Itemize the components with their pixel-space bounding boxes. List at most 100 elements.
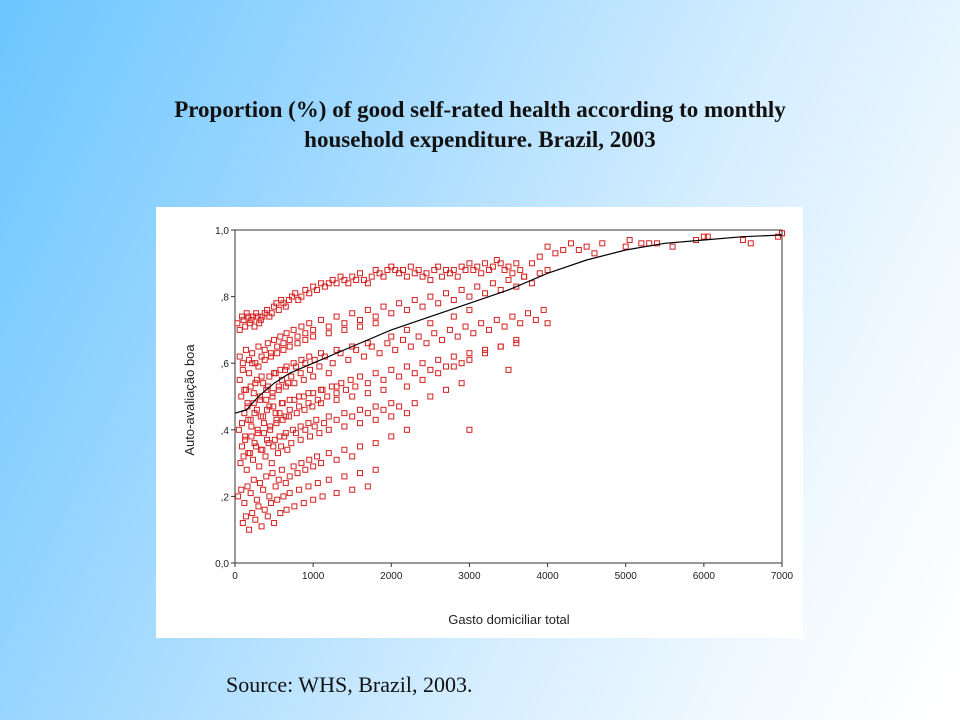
data-point (286, 396, 293, 403)
data-point (300, 376, 307, 383)
data-point (349, 273, 356, 280)
data-point (314, 396, 321, 403)
data-point (310, 373, 317, 380)
data-point (277, 333, 284, 340)
data-point (454, 333, 461, 340)
data-point (442, 266, 449, 273)
data-point (289, 426, 296, 433)
x-tick-label: 7000 (771, 571, 794, 582)
data-point (349, 310, 356, 317)
data-point (239, 443, 246, 450)
data-point (341, 473, 348, 480)
data-point (239, 520, 246, 527)
data-point (357, 270, 364, 277)
data-point (325, 450, 332, 457)
title-line-1: Proportion (%) of good self-rated health… (174, 97, 786, 122)
data-point (407, 343, 414, 350)
data-point (242, 323, 249, 330)
data-point (439, 336, 446, 343)
y-tick-label: ,2 (221, 492, 230, 503)
data-point (427, 366, 434, 373)
data-point (446, 270, 453, 277)
data-point (248, 316, 255, 323)
data-point (250, 476, 257, 483)
data-point (273, 416, 280, 423)
data-point (251, 323, 258, 330)
data-point (497, 343, 504, 350)
data-point (341, 320, 348, 327)
data-point (241, 386, 248, 393)
data-point (317, 460, 324, 467)
data-point (415, 333, 422, 340)
data-point (419, 376, 426, 383)
data-point (264, 513, 271, 520)
data-point (250, 390, 257, 397)
data-point (274, 343, 281, 350)
data-point (241, 500, 248, 507)
x-tick-label: 2000 (380, 571, 403, 582)
data-point (419, 360, 426, 367)
data-point (384, 340, 391, 347)
data-point (485, 266, 492, 273)
data-point (388, 413, 395, 420)
data-point (325, 330, 332, 337)
data-point (267, 423, 274, 430)
data-point (280, 493, 287, 500)
data-point (521, 273, 528, 280)
data-point (489, 263, 496, 270)
data-point (260, 430, 267, 437)
data-point (302, 336, 309, 343)
data-point (256, 463, 263, 470)
data-point (255, 503, 262, 510)
data-point (544, 266, 551, 273)
data-point (427, 393, 434, 400)
data-point (298, 356, 305, 363)
data-point (265, 440, 272, 447)
data-point (349, 486, 356, 493)
data-point (246, 450, 253, 457)
data-point (368, 273, 375, 280)
data-point (294, 333, 301, 340)
data-point (423, 270, 430, 277)
data-point (314, 480, 321, 487)
data-point (255, 363, 262, 370)
data-point (258, 373, 265, 380)
data-point (275, 386, 282, 393)
data-point (415, 266, 422, 273)
fit-line-layer (234, 234, 783, 414)
data-point (296, 393, 303, 400)
data-point (364, 340, 371, 347)
data-point (259, 446, 266, 453)
data-point (517, 266, 524, 273)
data-point (269, 393, 276, 400)
data-point (258, 353, 265, 360)
data-point (263, 386, 270, 393)
data-point (458, 286, 465, 293)
data-point (316, 363, 323, 370)
x-tick-label: 1000 (302, 571, 325, 582)
data-point (314, 453, 321, 460)
data-point (442, 363, 449, 370)
x-tick-label: 3000 (458, 571, 481, 582)
data-point (411, 370, 418, 377)
data-point (271, 336, 278, 343)
data-point (267, 426, 274, 433)
y-tick-label: ,8 (221, 293, 230, 304)
data-point (353, 346, 360, 353)
data-point (427, 293, 434, 300)
data-point (360, 353, 367, 360)
data-point (505, 263, 512, 270)
data-point (435, 370, 442, 377)
data-point (482, 350, 489, 357)
data-point (264, 436, 271, 443)
data-point (396, 373, 403, 380)
data-point (321, 420, 328, 427)
data-point (458, 360, 465, 367)
data-point (264, 340, 271, 347)
data-point (700, 233, 707, 240)
data-point (525, 310, 532, 317)
data-point (739, 236, 746, 243)
data-point (517, 320, 524, 327)
data-point (266, 403, 273, 410)
data-point (291, 503, 298, 510)
